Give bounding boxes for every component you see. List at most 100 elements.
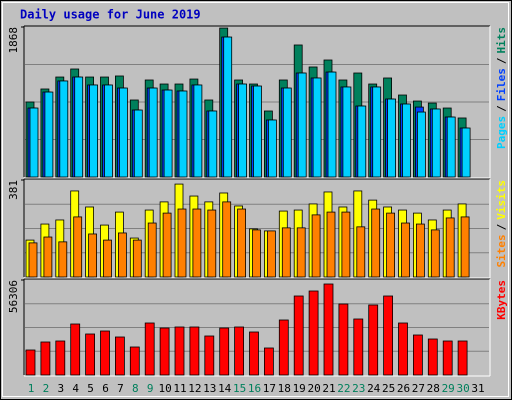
- x-tick-label: 19: [293, 382, 306, 395]
- x-tick-label: 21: [322, 382, 335, 395]
- bar: [386, 212, 396, 278]
- legend-entry: Sites: [495, 234, 508, 267]
- bar: [234, 326, 245, 376]
- bar: [368, 304, 379, 376]
- legend-entry: KBytes: [495, 280, 508, 320]
- bar: [401, 222, 410, 278]
- bar: [104, 84, 113, 178]
- bar: [192, 208, 202, 278]
- bar: [460, 216, 470, 278]
- bar: [223, 36, 233, 178]
- x-tick-label: 27: [412, 382, 425, 395]
- bar: [338, 303, 349, 376]
- bar: [59, 80, 69, 178]
- bar: [222, 201, 232, 278]
- x-tick-label: 26: [397, 382, 410, 395]
- bar: [219, 327, 230, 376]
- bar: [58, 241, 68, 278]
- y-tick-label: 381: [7, 180, 20, 200]
- x-tick-label: 25: [382, 382, 395, 395]
- x-tick-label: 13: [203, 382, 216, 395]
- bar: [177, 208, 187, 278]
- bar: [29, 107, 39, 178]
- bar: [327, 71, 337, 178]
- x-tick-label: 20: [307, 382, 320, 395]
- bar: [342, 86, 352, 178]
- bar: [383, 295, 394, 376]
- bar: [73, 216, 83, 278]
- x-tick-label: 31: [471, 382, 484, 395]
- bar: [282, 87, 292, 178]
- x-tick-label: 4: [72, 382, 79, 395]
- bar: [415, 223, 425, 278]
- x-tick-label: 7: [117, 382, 124, 395]
- x-tick-label: 14: [218, 382, 232, 395]
- bar: [442, 340, 453, 376]
- y-tick-label: 1868: [7, 27, 20, 54]
- bar: [133, 109, 143, 178]
- x-tick-label: 18: [278, 382, 291, 395]
- x-tick-label: 2: [43, 382, 50, 395]
- bar: [208, 110, 218, 178]
- bar: [326, 211, 336, 278]
- bar: [308, 290, 319, 376]
- legend-entry: Hits: [495, 27, 508, 54]
- bar: [28, 242, 38, 278]
- x-tick-label: 3: [57, 382, 64, 395]
- bar: [249, 331, 259, 376]
- bar: [178, 90, 188, 178]
- legend: KBytes: [495, 280, 508, 320]
- bar: [55, 340, 66, 376]
- bar: [311, 214, 321, 278]
- bar: [88, 233, 97, 278]
- bar: [357, 105, 367, 178]
- bar: [296, 227, 306, 278]
- x-tick-label: 29: [442, 382, 455, 395]
- bar: [387, 98, 397, 178]
- bar: [263, 347, 274, 376]
- bar: [427, 338, 438, 376]
- bar: [356, 226, 366, 278]
- bar: [189, 326, 200, 376]
- bar: [430, 229, 440, 278]
- bar: [238, 83, 248, 178]
- bar: [147, 222, 157, 278]
- bar: [398, 322, 408, 376]
- bar: [74, 76, 84, 178]
- x-tick-label: 17: [263, 382, 276, 395]
- x-tick-label: 8: [132, 382, 139, 395]
- x-tick-label: 12: [188, 382, 201, 395]
- x-tick-label: 23: [352, 382, 365, 395]
- bar: [323, 283, 334, 376]
- bar: [70, 323, 81, 376]
- bar: [266, 230, 276, 278]
- chart-title: Daily usage for June 2019: [20, 8, 201, 22]
- x-tick-label: 16: [248, 382, 261, 395]
- bar: [281, 227, 291, 278]
- bar: [163, 89, 173, 178]
- legend: Pages / Files / Hits: [495, 27, 508, 149]
- legend-separator: /: [495, 57, 508, 64]
- legend-separator: /: [495, 105, 508, 112]
- bar: [25, 349, 36, 376]
- bar: [402, 103, 411, 178]
- bar: [89, 84, 98, 178]
- bar: [204, 335, 215, 376]
- legend-entry: Visits: [495, 180, 508, 220]
- bar: [44, 91, 54, 178]
- x-tick-label: 22: [337, 382, 350, 395]
- bar: [297, 72, 307, 178]
- bar: [461, 127, 471, 178]
- bar: [252, 229, 261, 278]
- bar: [312, 77, 322, 178]
- bar: [416, 111, 426, 178]
- x-tick-label: 10: [158, 382, 171, 395]
- bar: [119, 87, 128, 178]
- bar: [100, 330, 110, 376]
- bar: [353, 318, 364, 376]
- bar: [159, 327, 170, 376]
- bar: [237, 208, 247, 278]
- bar: [431, 108, 441, 178]
- x-tick-label: 6: [102, 382, 109, 395]
- bar: [132, 239, 142, 278]
